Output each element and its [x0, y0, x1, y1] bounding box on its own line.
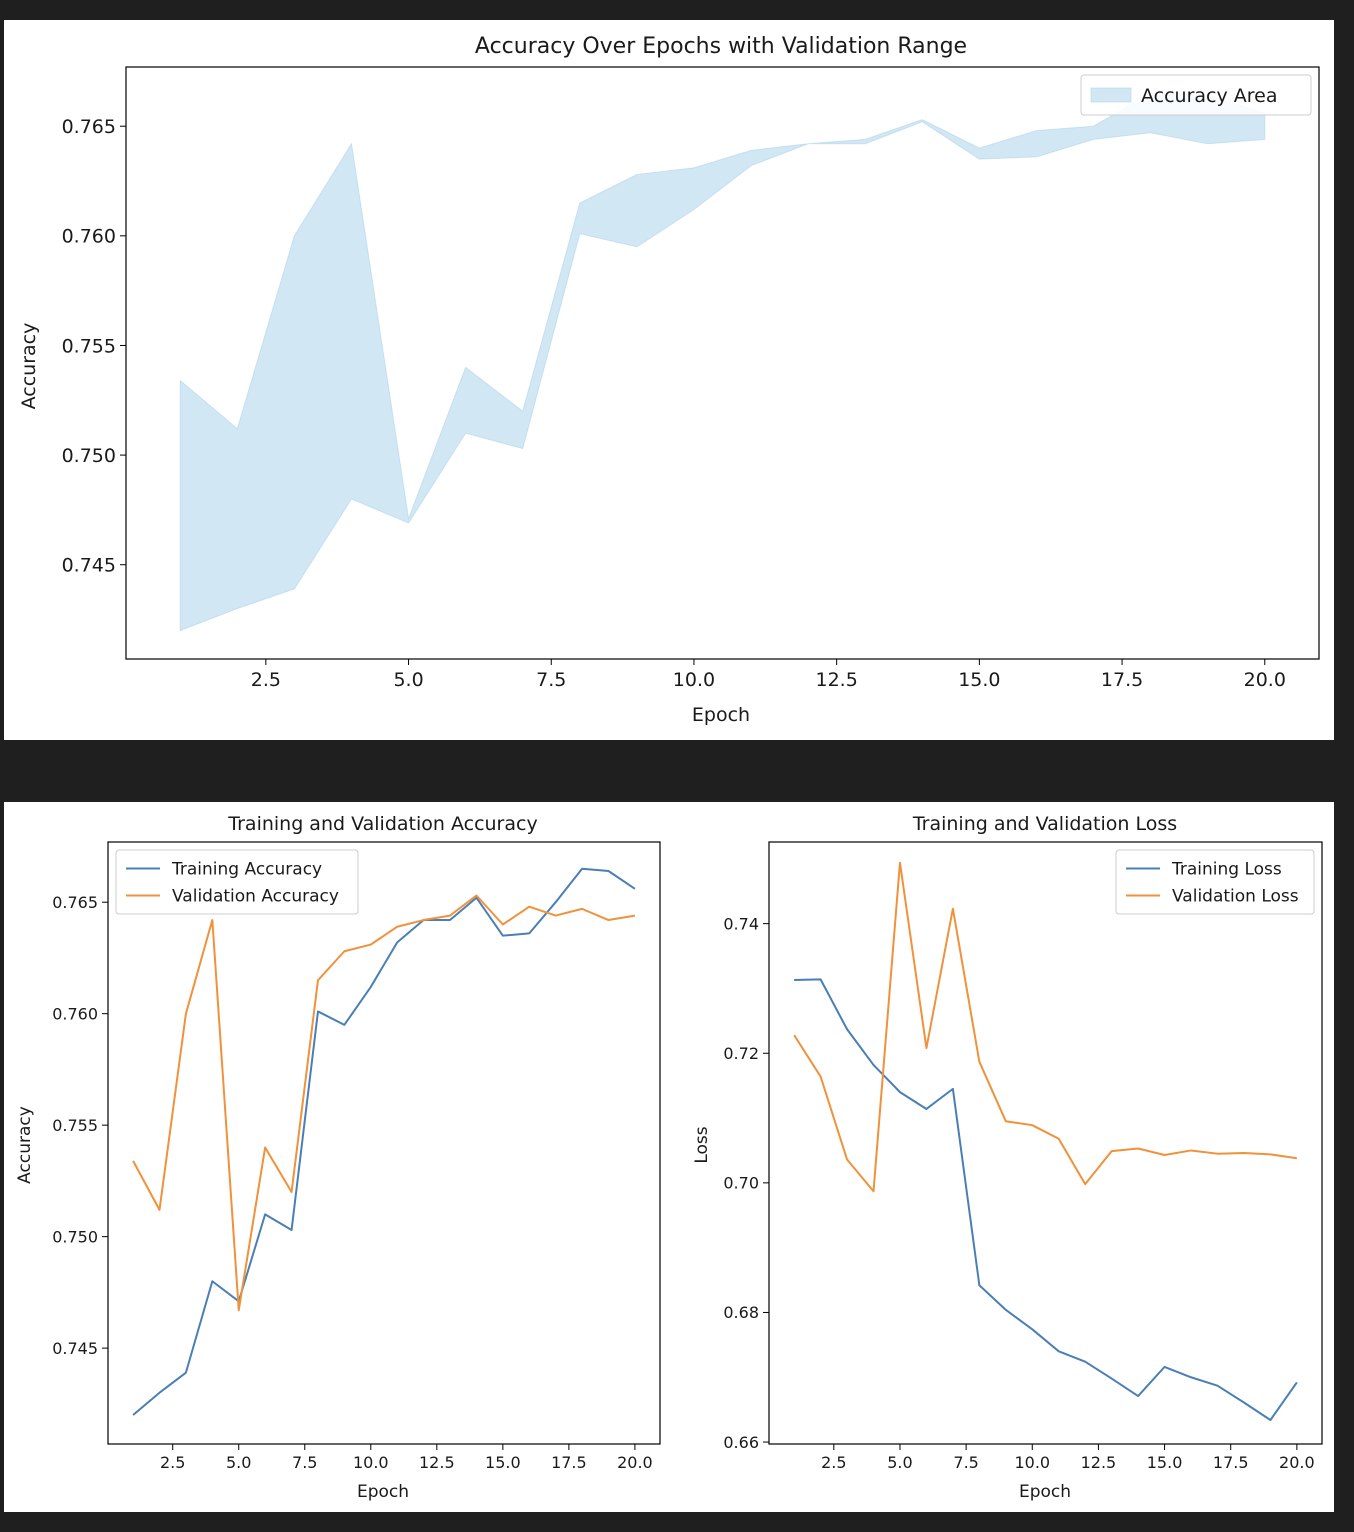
- legend-swatch: [1090, 87, 1132, 103]
- plot-frame: [107, 841, 661, 1445]
- x-tick-label: 2.5: [821, 1453, 846, 1472]
- y-tick-label: 0.750: [52, 1227, 98, 1246]
- plot-frame: [125, 66, 1320, 660]
- y-tick-label: 0.70: [723, 1174, 759, 1193]
- x-tick-label: 5.0: [226, 1453, 251, 1472]
- x-tick-label: 17.5: [1213, 1453, 1249, 1472]
- y-tick-label: 0.760: [62, 226, 116, 248]
- legend-label: Validation Loss: [1172, 887, 1299, 907]
- series-area-0: [179, 92, 1266, 632]
- y-tick-label: 0.755: [62, 335, 116, 357]
- x-tick-label: 10.0: [353, 1453, 389, 1472]
- x-tick-label: 12.5: [419, 1453, 455, 1472]
- x-tick-label: 7.5: [292, 1453, 317, 1472]
- series-line-1: [132, 894, 636, 1312]
- x-tick-label: 17.5: [1101, 669, 1143, 691]
- y-tick-label: 0.745: [52, 1339, 98, 1358]
- loss-y-axis-label: Loss: [692, 1126, 712, 1163]
- x-tick-label: 20.0: [1244, 669, 1286, 691]
- x-tick-label: 5.0: [393, 669, 423, 691]
- x-tick-label: 7.5: [536, 669, 566, 691]
- y-axis-label: Accuracy: [18, 323, 40, 410]
- x-tick-label: 12.5: [816, 669, 858, 691]
- plot-frame: [768, 841, 1323, 1445]
- accuracy-chart-title: Training and Validation Accuracy: [227, 813, 537, 835]
- line-charts: Training and Validation Accuracy Trainin…: [15, 813, 1323, 1502]
- x-tick-label: 7.5: [953, 1453, 978, 1472]
- x-tick-label: 12.5: [1081, 1453, 1117, 1472]
- chart-title: Accuracy Over Epochs with Validation Ran…: [475, 34, 967, 59]
- area-chart: Accuracy Over Epochs with Validation Ran…: [18, 34, 1320, 726]
- y-tick-label: 0.74: [723, 914, 759, 933]
- y-tick-label: 0.755: [52, 1116, 98, 1135]
- y-tick-label: 0.765: [52, 893, 98, 912]
- y-tick-label: 0.760: [52, 1004, 98, 1023]
- x-tick-label: 15.0: [1147, 1453, 1183, 1472]
- x-tick-label: 2.5: [251, 669, 281, 691]
- legend-box: [1115, 849, 1315, 915]
- loss-x-axis-label: Epoch: [1019, 1482, 1071, 1502]
- legend-label: Accuracy Area: [1141, 85, 1278, 107]
- legend-label: Validation Accuracy: [172, 887, 339, 907]
- series-line-0: [132, 867, 636, 1416]
- legend-label: Training Loss: [1171, 860, 1282, 880]
- accuracy-y-axis-label: Accuracy: [15, 1106, 35, 1184]
- x-tick-label: 2.5: [160, 1453, 185, 1472]
- series-line-1: [793, 861, 1298, 1193]
- y-tick-label: 0.72: [723, 1044, 759, 1063]
- x-tick-label: 10.0: [673, 669, 715, 691]
- y-tick-label: 0.765: [62, 116, 116, 138]
- legend-box: [115, 849, 359, 915]
- loss-chart-title: Training and Validation Loss: [912, 813, 1177, 835]
- x-tick-label: 20.0: [1279, 1453, 1315, 1472]
- x-tick-label: 15.0: [958, 669, 1000, 691]
- y-tick-label: 0.66: [723, 1433, 759, 1452]
- series-line-0: [794, 978, 1298, 1422]
- x-axis-label: Epoch: [692, 704, 750, 726]
- x-tick-label: 17.5: [551, 1453, 587, 1472]
- y-tick-label: 0.745: [62, 555, 116, 577]
- x-tick-label: 10.0: [1014, 1453, 1050, 1472]
- area-chart-panel: Accuracy Over Epochs with Validation Ran…: [4, 20, 1334, 740]
- x-tick-label: 5.0: [887, 1453, 912, 1472]
- y-tick-label: 0.68: [723, 1303, 759, 1322]
- x-tick-label: 15.0: [485, 1453, 521, 1472]
- line-charts-panel: Training and Validation Accuracy Trainin…: [4, 802, 1334, 1512]
- x-tick-label: 20.0: [617, 1453, 653, 1472]
- legend-label: Training Accuracy: [171, 860, 322, 880]
- accuracy-x-axis-label: Epoch: [357, 1482, 409, 1502]
- y-tick-label: 0.750: [62, 445, 116, 467]
- legend-box: [1080, 74, 1312, 116]
